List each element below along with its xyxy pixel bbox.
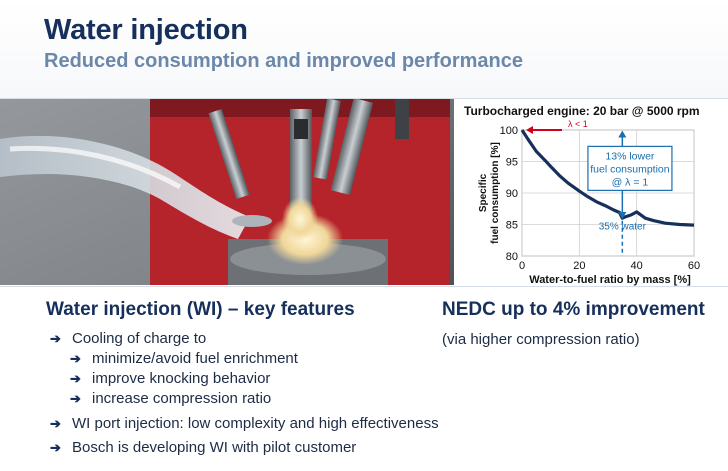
reduction-arrowhead-up [618,130,627,138]
annotation-line2: fuel consumption [590,163,670,175]
key-features-section: Water injection (WI) – key features NEDC… [0,287,728,471]
annotation-line1: 13% lower [605,150,655,162]
y-tick-label: 95 [506,157,518,169]
x-tick-label: 60 [688,260,700,272]
lambda-arrowhead [526,126,533,134]
nedc-subtext: (via higher compression ratio) [442,331,640,348]
engine-illustration [0,99,454,285]
list-item: ➔ Cooling of charge to [50,330,207,347]
y-axis-label-line1: Specific [478,173,489,212]
list-item: ➔ WI port injection: low complexity and h… [50,415,439,432]
annotation-line3: @ λ = 1 [612,176,649,188]
arrow-right-icon: ➔ [70,350,81,366]
y-tick-label: 80 [506,251,518,263]
x-tick-label: 20 [573,260,585,272]
divider [0,286,728,287]
list-item: ➔ improve knocking behavior [70,370,271,387]
header: Water injection Reduced consumption and … [0,0,728,98]
arrow-right-icon: ➔ [70,390,81,406]
list-item: ➔ Bosch is developing WI with pilot custo… [50,439,357,456]
x-axis-label: Water-to-fuel ratio by mass [%] [529,274,691,286]
list-item: ➔ minimize/avoid fuel enrichment [70,350,298,367]
arrow-right-icon: ➔ [50,330,61,346]
water-label: 35% water [599,221,647,232]
lambda-label: λ < 1 [568,119,588,129]
nedc-heading: NEDC up to 4% improvement [442,299,705,320]
y-tick-label: 90 [506,188,518,200]
list-item: ➔ increase compression ratio [70,390,272,407]
y-tick-label: 100 [500,125,518,137]
reduction-arrowhead-down [618,211,627,219]
x-tick-label: 0 [519,260,525,272]
arrow-right-icon: ➔ [50,415,61,431]
fuel-consumption-chart: 80 85 90 95 100 0 20 40 60 Water-to-fuel ratio by… [462,118,724,286]
series-line [520,129,695,227]
page-title: Water injection [44,14,248,46]
chart-title: Turbocharged engine: 20 bar @ 5000 rpm [464,104,700,118]
features-heading: Water injection (WI) – key features [46,299,355,320]
y-tick-label: 85 [506,220,518,232]
page-subtitle: Reduced consumption and improved perform… [44,50,523,72]
arrow-right-icon: ➔ [50,439,61,455]
x-tick-label: 40 [631,260,643,272]
y-axis-label-line2: fuel consumption [%] [490,142,501,244]
divider [0,98,728,99]
annotation-box [587,145,673,191]
arrow-right-icon: ➔ [70,370,81,386]
